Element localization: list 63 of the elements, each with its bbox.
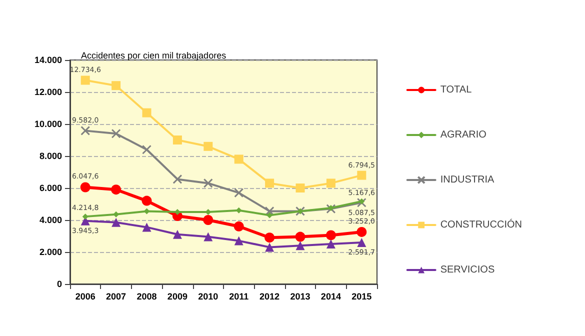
point (264, 232, 275, 243)
point (296, 241, 305, 250)
point (80, 76, 90, 85)
legend-label: AGRARIO (440, 130, 487, 140)
x-tick-label: 2010 (198, 292, 218, 302)
point (357, 170, 366, 180)
point (358, 198, 365, 204)
x-tick-label: 2006 (75, 292, 96, 302)
legend-label: INDUSTRIA (440, 174, 495, 186)
point (234, 154, 244, 164)
point (356, 226, 367, 237)
point (234, 221, 244, 232)
point (234, 236, 244, 246)
point (203, 215, 214, 225)
x-tick-label: 2011 (229, 292, 249, 302)
point (203, 178, 213, 188)
y-tick-label: 2.000 (39, 247, 62, 257)
x-tick-label: 2012 (260, 292, 280, 302)
x-tick-label: 2008 (136, 292, 157, 302)
point (142, 108, 152, 118)
point (172, 136, 182, 144)
x-tick-label: 2015 (352, 292, 372, 302)
y-tick-label: 10.000 (34, 119, 62, 129)
y-tick-label: 4.000 (39, 215, 62, 225)
point (172, 174, 182, 184)
chart-title: Accidentes por cien mil trabajadores (81, 50, 227, 60)
x-tick-label: 2007 (106, 292, 126, 302)
y-tick-label: 6.000 (39, 183, 62, 193)
point (172, 230, 182, 239)
point (82, 214, 88, 220)
point (80, 126, 90, 136)
x-tick-label: 2014 (320, 292, 341, 302)
point (356, 198, 366, 208)
point (265, 178, 274, 188)
point (80, 182, 90, 192)
y-tick-label: 0 (56, 279, 62, 289)
point (204, 142, 213, 151)
y-tick-label: 12.000 (34, 87, 62, 97)
point (234, 188, 244, 198)
point (204, 232, 213, 242)
legend-label: SERVICIOS (440, 264, 495, 276)
point (112, 218, 121, 227)
x-tick-label: 2013 (290, 292, 310, 302)
legend-label: CONSTRUCCIÓN (440, 218, 522, 230)
legend-label: TOTAL (440, 84, 472, 96)
point (326, 204, 336, 214)
point (111, 128, 121, 138)
point (142, 196, 152, 206)
point (326, 178, 336, 188)
point (142, 222, 152, 232)
point (326, 230, 336, 240)
point (295, 232, 306, 242)
point (265, 242, 274, 252)
point (326, 240, 336, 248)
point (142, 144, 152, 154)
y-tick-label: 8.000 (39, 151, 62, 161)
point (296, 184, 305, 192)
point (111, 184, 122, 195)
point (357, 238, 366, 248)
x-tick-label: 2009 (167, 292, 188, 302)
y-tick-label: 14.000 (34, 55, 62, 65)
point (264, 206, 274, 216)
point (112, 81, 121, 90)
